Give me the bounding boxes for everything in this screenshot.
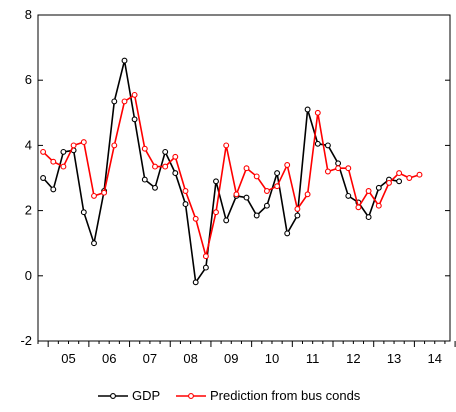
data-point <box>101 189 108 196</box>
data-point <box>314 109 321 116</box>
data-point <box>162 148 169 155</box>
data-point <box>375 202 382 209</box>
y-axis: -2 0 2 4 6 8 <box>20 7 450 348</box>
data-point <box>131 91 138 98</box>
legend: GDP Prediction from bus conds <box>98 388 361 403</box>
data-point <box>152 184 158 191</box>
data-point <box>324 142 331 149</box>
data-point <box>294 206 301 212</box>
data-point <box>365 214 372 221</box>
data-point <box>345 192 352 199</box>
data-point <box>70 142 77 149</box>
data-point <box>91 240 97 247</box>
legend-label: Prediction from bus conds <box>210 388 361 403</box>
data-point <box>223 142 230 149</box>
data-point <box>375 184 382 191</box>
x-tick-label: 14 <box>428 351 442 366</box>
data-point <box>294 212 301 219</box>
legend-item: GDP <box>98 388 160 403</box>
data-point <box>162 163 169 170</box>
data-point <box>243 165 250 172</box>
x-tick-label: 10 <box>265 351 279 366</box>
data-point <box>233 191 240 198</box>
data-point <box>345 165 352 172</box>
x-tick-label: 05 <box>61 351 75 366</box>
data-point <box>243 194 250 201</box>
data-point <box>304 191 311 198</box>
data-point <box>365 188 372 194</box>
x-tick-label: 12 <box>346 351 360 366</box>
data-point <box>50 186 57 193</box>
data-point <box>141 176 148 183</box>
data-point <box>121 98 128 105</box>
data-point <box>172 153 179 160</box>
data-point <box>152 163 158 170</box>
data-point <box>192 279 199 286</box>
x-tick-label: 07 <box>143 351 157 366</box>
data-point <box>396 170 403 177</box>
y-tick-label: 2 <box>25 203 32 218</box>
data-point <box>314 140 321 147</box>
data-point <box>386 179 392 186</box>
data-point <box>284 162 291 168</box>
data-point <box>324 168 331 175</box>
data-point <box>253 212 260 219</box>
data-point <box>284 230 291 237</box>
x-tick-label: 11 <box>306 351 320 366</box>
data-point <box>172 170 179 177</box>
y-tick-label: 8 <box>25 7 32 22</box>
data-point <box>80 209 87 216</box>
data-point <box>182 188 189 194</box>
data-point <box>121 57 128 64</box>
data-point <box>335 160 342 167</box>
legend-label: GDP <box>132 388 160 403</box>
data-point <box>91 192 97 199</box>
data-point <box>141 145 148 152</box>
legend-swatch-marker <box>188 393 194 399</box>
data-point <box>80 139 87 146</box>
x-axis: 05 06 07 08 09 10 11 12 13 14 <box>37 341 456 366</box>
x-tick-label: 09 <box>224 351 238 366</box>
data-point <box>131 116 138 123</box>
data-point <box>274 183 281 190</box>
data-point <box>263 188 270 194</box>
y-tick-label: 4 <box>25 137 32 152</box>
y-tick-label: 6 <box>25 72 32 87</box>
y-tick-label: -2 <box>20 333 32 348</box>
data-point <box>355 204 362 211</box>
data-point <box>406 175 413 181</box>
data-point <box>60 163 67 170</box>
data-point <box>40 148 47 155</box>
x-tick-label: 06 <box>102 351 116 366</box>
data-point <box>40 175 47 181</box>
data-point <box>396 178 403 185</box>
data-point <box>111 98 118 105</box>
x-tick-label: 13 <box>387 351 401 366</box>
data-point <box>60 148 67 155</box>
data-point <box>335 165 342 172</box>
data-point <box>202 253 209 260</box>
x-tick-label: 08 <box>183 351 197 366</box>
legend-swatch-marker <box>110 393 116 399</box>
data-point <box>202 264 209 271</box>
data-point <box>263 202 270 209</box>
data-point <box>182 201 189 208</box>
data-point <box>111 142 118 149</box>
legend-item: Prediction from bus conds <box>176 388 361 403</box>
series-line <box>42 93 420 257</box>
series-1 <box>40 91 423 260</box>
series-layer <box>40 57 423 286</box>
data-point <box>304 106 311 113</box>
data-point <box>50 158 57 165</box>
y-tick-label: 0 <box>25 268 32 283</box>
data-point <box>253 173 260 180</box>
data-point <box>416 171 423 178</box>
data-point <box>223 217 230 224</box>
data-point <box>274 170 281 177</box>
data-point <box>213 209 219 216</box>
data-point <box>192 215 199 222</box>
data-point <box>213 178 219 185</box>
